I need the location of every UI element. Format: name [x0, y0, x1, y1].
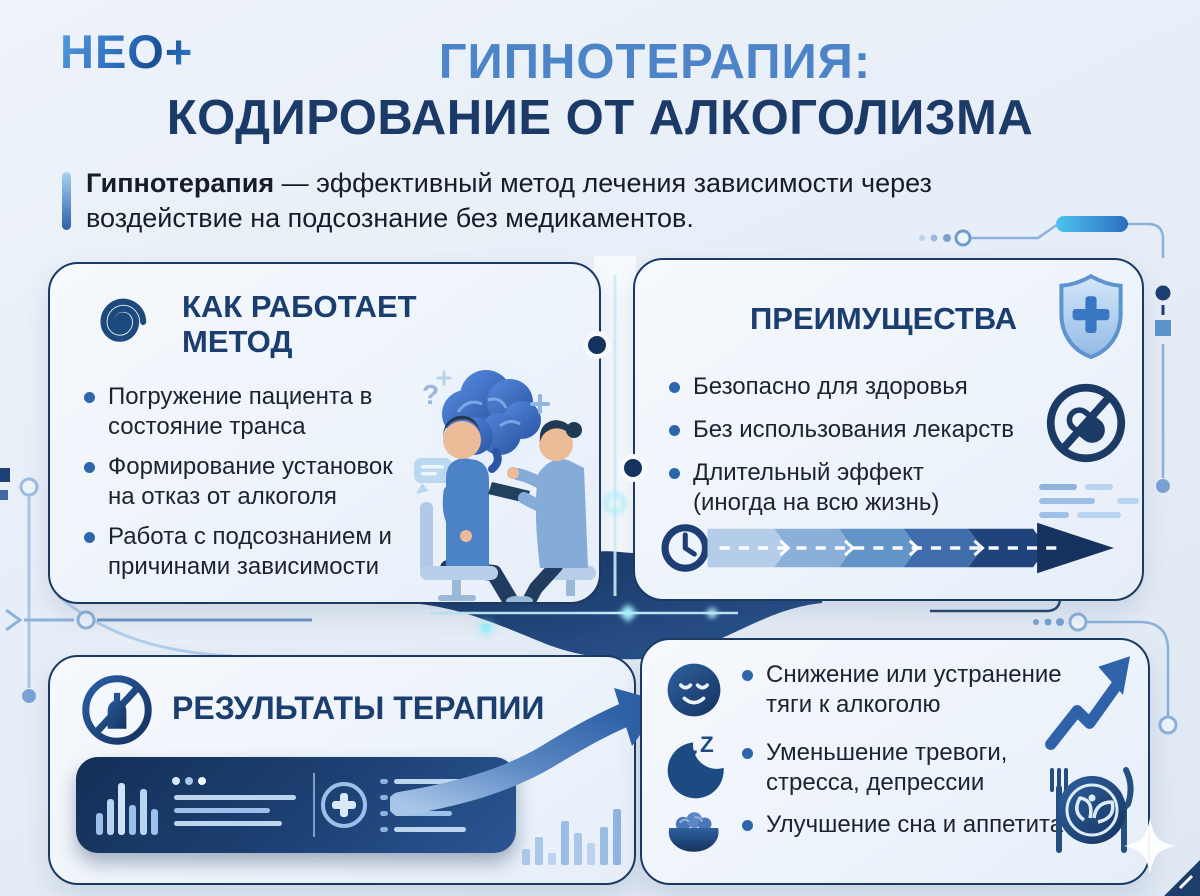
no-pills-icon	[1046, 383, 1126, 463]
z-large: Z	[700, 734, 714, 757]
light-bar-chart-decor	[522, 809, 621, 865]
left-circuit	[0, 468, 312, 703]
advantages-bullet-3: Длительный эффект (иногда на всю жизнь)	[693, 459, 940, 516]
bullet-dot	[669, 382, 680, 393]
card-how-method-works: КАК РАБОТАЕТ МЕТОД Погружение пациента в…	[48, 262, 601, 604]
method-bullet-1: Погружение пациента в состояние транса	[108, 383, 373, 440]
question-mark-decor: ?	[422, 379, 439, 410]
mid-right-circuit	[930, 597, 1178, 735]
medical-shield-icon	[1059, 273, 1123, 360]
fork-icon	[1050, 768, 1068, 853]
patient-figure	[420, 415, 526, 602]
report-lines-decor	[172, 777, 296, 826]
advantages-bullet-2: Без использования лекарств	[693, 416, 1015, 443]
bullet-dot	[669, 468, 680, 479]
dashboard-graphics	[96, 773, 476, 837]
bullet-dot	[742, 748, 753, 759]
intro-accent-bar	[62, 172, 71, 230]
no-alcohol-icon	[82, 675, 152, 745]
bullet-dot	[742, 820, 753, 831]
plus-decor-small	[436, 370, 452, 386]
text-lines-decor	[1039, 484, 1139, 518]
bullet-dot	[84, 462, 95, 473]
plus-circle-icon	[321, 782, 367, 828]
intro-rest: — эффективный метод лечения зависимости …	[86, 168, 932, 234]
outcome-1: Снижение или устранение тяги к алкоголю	[766, 661, 1062, 718]
plus-decor	[530, 394, 550, 414]
card-therapy-results: РЕЗУЛЬТАТЫ ТЕРАПИИ	[48, 655, 664, 885]
long-effect-timeline	[661, 522, 1114, 574]
bullet-dot	[84, 532, 95, 543]
intro-text: Гипнотерапия — эффективный метод лечения…	[86, 166, 1066, 236]
hypnosis-spiral-icon	[100, 298, 147, 342]
speech-bubble-icon	[414, 458, 452, 494]
page-title-line1: ГИПНОТЕРАПИЯ:	[438, 35, 872, 89]
healthy-plate-icon	[1050, 767, 1134, 853]
therapy-session-illustration: ?	[414, 358, 596, 602]
knife-icon	[1121, 767, 1134, 853]
timeline-arrow	[707, 522, 1114, 574]
glow-dot	[481, 623, 491, 633]
method-bullet-3: Работа с подсознанием и причинами зависи…	[108, 523, 392, 580]
top-right-circuit	[919, 216, 1171, 493]
page-title-line2: КОДИРОВАНИЕ ОТ АЛКОГОЛИЗМА	[166, 91, 1034, 145]
growth-arrow-icon	[1045, 656, 1130, 750]
bullet-dot	[742, 670, 753, 681]
checklist-lines-decor	[380, 779, 476, 832]
brand-logo: НЕО+	[60, 25, 194, 78]
card-outcomes: Снижение или устранение тяги к алкоголю …	[640, 638, 1150, 885]
glow-ring	[604, 492, 626, 514]
sleep-moon-icon: z Z	[667, 734, 724, 799]
therapist-figure	[488, 420, 596, 602]
card-advantages: ПРЕИМУЩЕСТВА Безопасно для здоровья Без …	[633, 258, 1144, 601]
glow-dot	[707, 608, 717, 618]
bullet-dot	[669, 425, 680, 436]
appetite-bowl-icon	[668, 812, 719, 852]
z-small: z	[689, 745, 698, 765]
glow-diamond	[619, 604, 637, 622]
clock-icon	[661, 524, 710, 572]
method-card-title: КАК РАБОТАЕТ МЕТОД	[182, 289, 417, 359]
bullet-dot	[84, 392, 95, 403]
outcome-3: Улучшение сна и аппетита	[766, 811, 1064, 838]
advantages-bullet-1: Безопасно для здоровья	[693, 373, 968, 400]
results-card-title: РЕЗУЛЬТАТЫ ТЕРАПИИ	[172, 690, 545, 726]
method-bullet-2: Формирование установок на отказ от алког…	[108, 453, 393, 510]
calm-face-icon	[667, 663, 721, 717]
intro-lead: Гипнотерапия	[86, 168, 275, 198]
advantages-card-title: ПРЕИМУЩЕСТВА	[750, 301, 1018, 336]
outcome-2: Уменьшение тревоги, стресса, депрессии	[766, 739, 1008, 796]
bar-chart-icon	[96, 783, 158, 835]
